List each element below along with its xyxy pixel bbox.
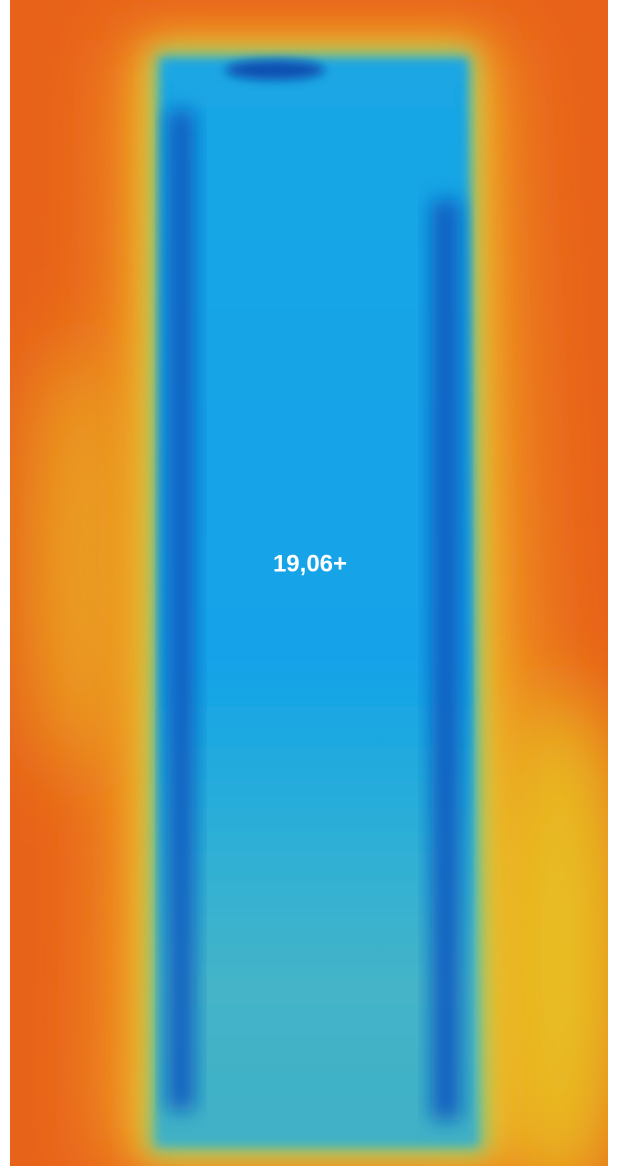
heat-map [10,0,608,1166]
temperature-label: 19,06+ [273,550,347,577]
